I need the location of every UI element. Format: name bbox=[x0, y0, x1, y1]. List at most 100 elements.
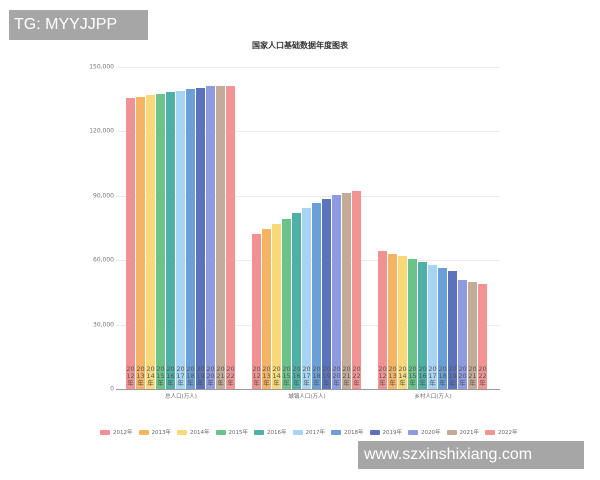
legend-swatch-icon bbox=[331, 429, 341, 435]
legend-swatch-icon bbox=[177, 429, 187, 435]
bar[interactable]: 2019年 bbox=[322, 199, 331, 389]
bar[interactable]: 2012年 bbox=[126, 98, 135, 389]
bar[interactable]: 2018年 bbox=[312, 203, 321, 389]
x-category-label: 城镇人口(万人) bbox=[288, 394, 326, 400]
y-tick-label: 90,000 bbox=[93, 192, 114, 200]
bar[interactable]: 2012年 bbox=[252, 234, 261, 389]
bar-label: 2016年 bbox=[292, 364, 301, 387]
bar-label: 2020年 bbox=[458, 364, 467, 387]
bar-label: 2015年 bbox=[282, 364, 291, 387]
bar[interactable]: 2014年 bbox=[398, 256, 407, 389]
bar[interactable]: 2013年 bbox=[136, 96, 145, 389]
bar[interactable]: 2016年 bbox=[418, 262, 427, 389]
y-tick-label: 120,000 bbox=[89, 127, 114, 135]
bar-label: 2017年 bbox=[428, 364, 437, 387]
bar[interactable]: 2015年 bbox=[408, 259, 417, 389]
bar-label: 2021年 bbox=[468, 364, 477, 387]
legend-item[interactable]: 2016年 bbox=[254, 428, 287, 436]
watermark-top-left: TG: MYYJJPP bbox=[9, 10, 148, 40]
y-tick-label: 30,000 bbox=[93, 321, 114, 329]
bar-label: 2014年 bbox=[272, 364, 281, 387]
chart-title: 国家人口基础数据年度图表 bbox=[252, 41, 348, 50]
bar-label: 2012年 bbox=[252, 364, 261, 387]
chart-legend: 2012年 2013年 2014年 2015年 2016年 2017年 2018年 2019年… bbox=[100, 428, 518, 436]
gridline bbox=[116, 67, 500, 68]
legend-item[interactable]: 2014年 bbox=[177, 428, 210, 436]
bar-label: 2021年 bbox=[216, 364, 225, 387]
bar-label: 2022年 bbox=[352, 364, 361, 387]
bar-label: 2022年 bbox=[478, 364, 487, 387]
bar[interactable]: 2019年 bbox=[196, 88, 205, 389]
bar-label: 2020年 bbox=[332, 364, 341, 387]
bar[interactable]: 2017年 bbox=[176, 90, 185, 389]
bar[interactable]: 2018年 bbox=[186, 89, 195, 389]
legend-item[interactable]: 2022年 bbox=[485, 428, 518, 436]
legend-label: 2012年 bbox=[113, 430, 133, 436]
legend-item[interactable]: 2021年 bbox=[446, 428, 480, 436]
bar-label: 2019年 bbox=[448, 364, 457, 387]
bar-label: 2018年 bbox=[186, 364, 195, 387]
legend-swatch-icon bbox=[292, 429, 303, 435]
gridline bbox=[116, 195, 500, 197]
legend-swatch-icon bbox=[254, 429, 264, 435]
x-axis-line bbox=[116, 389, 500, 390]
legend-item[interactable]: 2015年 bbox=[215, 428, 248, 436]
bar[interactable]: 2017年 bbox=[428, 265, 437, 389]
gridline bbox=[116, 131, 500, 133]
bar[interactable]: 2022年 bbox=[226, 85, 235, 389]
bar-label: 2017年 bbox=[176, 364, 185, 387]
bar-label: 2022年 bbox=[226, 364, 235, 387]
y-tick-label: 60,000 bbox=[93, 256, 114, 264]
legend-item[interactable]: 2018年 bbox=[331, 428, 364, 436]
bar-label: 2016年 bbox=[418, 364, 427, 387]
bar[interactable]: 2014年 bbox=[146, 95, 155, 389]
bar[interactable]: 2015年 bbox=[282, 218, 291, 389]
bar-label: 2012年 bbox=[378, 364, 387, 387]
bar[interactable]: 2015年 bbox=[156, 93, 165, 389]
bar[interactable]: 2020年 bbox=[458, 279, 467, 389]
y-tick-label: 0 bbox=[110, 385, 114, 393]
bar-label: 2014年 bbox=[398, 364, 407, 387]
bar-label: 2013年 bbox=[262, 364, 271, 387]
bar-label: 2013年 bbox=[388, 364, 397, 387]
legend-item[interactable]: 2019年 bbox=[369, 428, 402, 436]
bar[interactable]: 2012年 bbox=[378, 251, 387, 389]
legend-swatch-icon bbox=[446, 429, 457, 435]
bar[interactable]: 2018年 bbox=[438, 267, 447, 389]
legend-label: 2016年 bbox=[267, 430, 287, 436]
bar[interactable]: 2020年 bbox=[332, 195, 341, 389]
bar[interactable]: 2022年 bbox=[352, 191, 361, 389]
legend-swatch-icon bbox=[215, 429, 226, 435]
bar[interactable]: 2014年 bbox=[272, 224, 281, 389]
bar[interactable]: 2013年 bbox=[262, 229, 271, 389]
bar[interactable]: 2020年 bbox=[206, 85, 215, 389]
bar-label: 2021年 bbox=[342, 364, 351, 387]
legend-swatch-icon bbox=[100, 429, 110, 435]
bar[interactable]: 2021年 bbox=[468, 282, 477, 389]
bar-label: 2017年 bbox=[302, 364, 311, 387]
legend-item[interactable]: 2020年 bbox=[408, 428, 441, 436]
bar[interactable]: 2022年 bbox=[478, 283, 487, 389]
legend-label: 2021年 bbox=[459, 430, 480, 436]
bar-label: 2016年 bbox=[166, 364, 175, 387]
legend-label: 2018年 bbox=[344, 430, 364, 436]
bar-label: 2020年 bbox=[206, 364, 215, 387]
legend-item[interactable]: 2017年 bbox=[292, 428, 326, 436]
bar[interactable]: 2021年 bbox=[216, 85, 225, 389]
legend-label: 2017年 bbox=[305, 430, 326, 436]
bar[interactable]: 2013年 bbox=[388, 253, 397, 389]
bar-label: 2018年 bbox=[312, 364, 321, 387]
bar[interactable]: 2016年 bbox=[166, 92, 175, 389]
x-category-label: 总人口(万人) bbox=[165, 394, 197, 400]
bar-label: 2013年 bbox=[136, 364, 145, 387]
legend-item[interactable]: 2012年 bbox=[100, 428, 133, 436]
bar[interactable]: 2019年 bbox=[448, 270, 457, 389]
bar[interactable]: 2016年 bbox=[292, 213, 301, 389]
bar-label: 2014年 bbox=[146, 364, 155, 387]
bar[interactable]: 2017年 bbox=[302, 207, 311, 389]
legend-item[interactable]: 2013年 bbox=[138, 428, 171, 436]
watermark-bottom-right: www.szxinshixiang.com bbox=[358, 441, 584, 469]
bar[interactable]: 2021年 bbox=[342, 192, 351, 389]
legend-swatch-icon bbox=[408, 429, 418, 435]
